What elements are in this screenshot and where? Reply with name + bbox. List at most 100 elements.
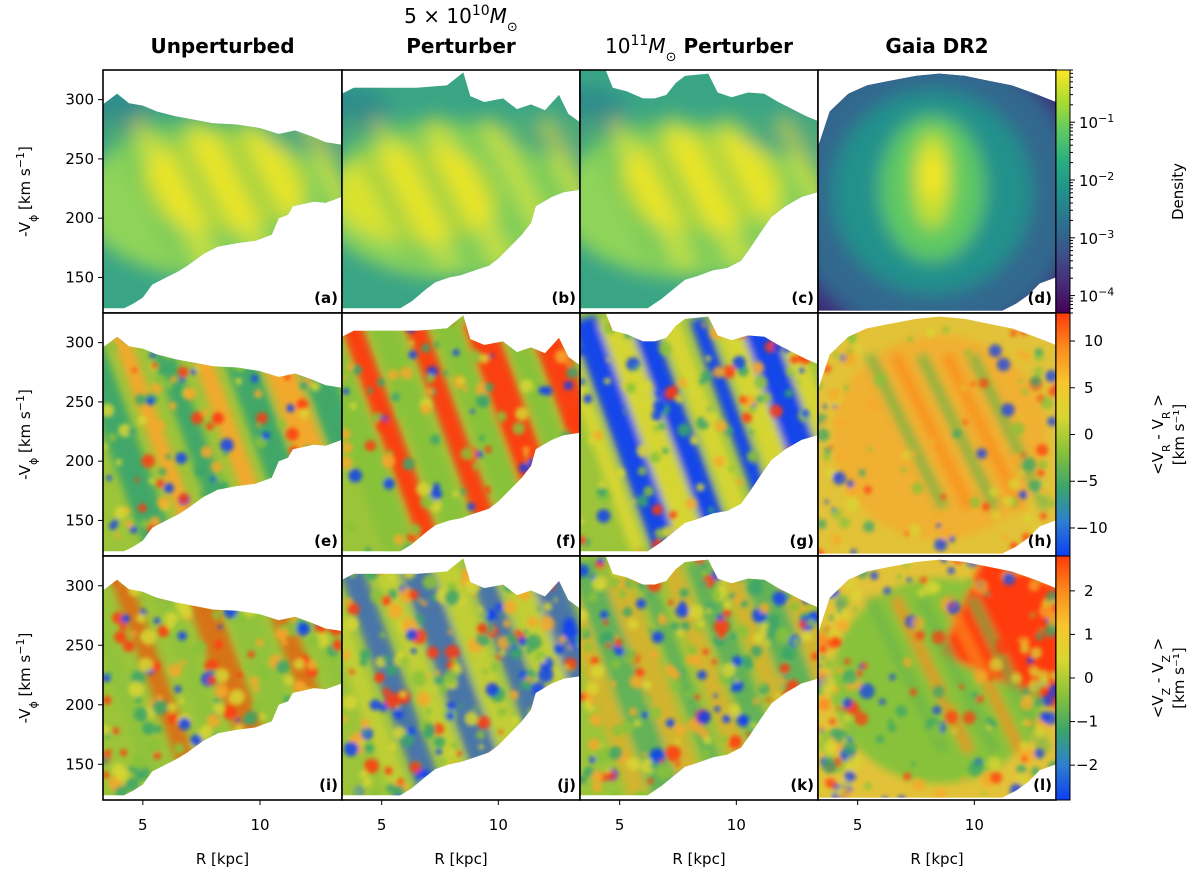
residual-patch — [409, 523, 422, 536]
residual-patch — [603, 620, 609, 626]
residual-patch — [854, 712, 869, 726]
residual-patch — [583, 643, 593, 652]
panel-c: (c) — [579, 69, 819, 318]
density-field — [103, 93, 342, 279]
residual-patch — [103, 403, 115, 418]
residual-patch — [452, 490, 459, 498]
residual-patch — [883, 587, 891, 595]
column-title-perturber: Perturber — [406, 34, 516, 58]
y-tick-label: 200 — [65, 209, 94, 227]
residual-patch — [525, 634, 542, 651]
residual-patch — [591, 576, 607, 592]
residual-patch — [626, 757, 641, 771]
residual-patch — [952, 429, 962, 439]
residual-patch — [597, 557, 604, 565]
residual-patch — [132, 367, 137, 373]
residual-patch — [460, 447, 474, 461]
residual-patch — [1028, 479, 1042, 493]
residual-patch — [194, 466, 205, 477]
residual-patch — [614, 634, 620, 639]
residual-patch — [1002, 534, 1010, 541]
residual-patch — [1022, 733, 1032, 744]
residual-patch — [211, 412, 224, 425]
residual-patch — [1024, 718, 1033, 728]
residual-patch — [839, 419, 846, 427]
residual-patch — [586, 782, 591, 787]
residual-patch — [665, 718, 675, 728]
residual-patch — [216, 470, 225, 479]
panel-j: (j) — [341, 555, 581, 805]
residual-patch — [362, 777, 373, 787]
residual-patch — [342, 375, 347, 381]
residual-patch — [518, 636, 528, 646]
residual-patch — [1023, 514, 1034, 524]
residual-patch — [590, 656, 599, 666]
residual-patch — [648, 628, 654, 634]
residual-patch — [849, 704, 861, 716]
residual-patch — [307, 660, 317, 670]
residual-patch — [887, 723, 897, 732]
residual-patch — [599, 631, 616, 648]
residual-patch — [198, 725, 214, 740]
residual-patch — [407, 727, 416, 735]
residual-patch — [1038, 627, 1044, 633]
residual-patch — [135, 393, 147, 406]
residual-patch — [1034, 348, 1043, 357]
residual-patch — [824, 499, 829, 504]
residual-patch — [635, 598, 647, 609]
residual-patch — [1027, 678, 1041, 692]
residual-patch — [649, 748, 665, 764]
residual-patch — [475, 632, 490, 647]
x-axis-label: R [kpc] — [434, 850, 487, 868]
residual-patch — [659, 759, 665, 764]
residual-patch — [153, 617, 161, 625]
density-ridge — [606, 114, 694, 269]
residual-patch — [1022, 457, 1037, 472]
residual-patch — [920, 576, 928, 585]
residual-patch — [399, 690, 407, 698]
residual-patch — [976, 448, 988, 459]
residual-patch — [106, 671, 112, 677]
residual-patch — [298, 408, 309, 419]
residual-patch — [611, 724, 624, 737]
residual-patch — [137, 503, 147, 513]
y-tick-label: 200 — [65, 452, 94, 470]
residual-patch — [384, 766, 393, 775]
residual-patch — [753, 656, 759, 661]
y-tick-label: 150 — [65, 511, 94, 529]
residual-patch — [576, 634, 580, 642]
residual-patch — [342, 694, 358, 710]
residual-patch — [381, 454, 396, 468]
residual-patch — [1016, 772, 1027, 783]
residual-patch — [257, 665, 270, 678]
residual-patch — [390, 392, 401, 402]
panel-g: (g) — [579, 312, 819, 561]
residual-patch — [961, 385, 967, 391]
residual-patch — [1033, 725, 1047, 739]
residual-patch — [627, 618, 639, 630]
residual-patch — [1033, 474, 1039, 480]
residual-patch — [155, 420, 165, 430]
residual-patch — [692, 656, 702, 666]
residual-patch — [446, 701, 456, 711]
residual-patch — [633, 719, 642, 727]
residual-patch — [590, 664, 605, 679]
residual-patch — [418, 598, 423, 603]
residual-patch — [618, 589, 627, 599]
residual-patch — [753, 632, 765, 644]
residual-patch — [765, 697, 771, 703]
residual-patch — [363, 743, 375, 754]
residual-patch — [842, 669, 858, 685]
residual-patch — [845, 635, 856, 646]
residual-patch — [978, 722, 985, 729]
residual-patch — [934, 788, 946, 798]
residual-patch — [103, 725, 111, 736]
colorbar-label: <VR - VR > — [1149, 394, 1173, 475]
residual-patch — [249, 676, 260, 687]
residual-patch — [874, 373, 887, 386]
y-axis-label: -Vϕ [km s−1] — [14, 389, 40, 480]
residual-patch — [863, 485, 872, 494]
residual-patch — [364, 758, 380, 774]
residual-patch — [940, 528, 952, 540]
residual-patch — [629, 674, 644, 689]
